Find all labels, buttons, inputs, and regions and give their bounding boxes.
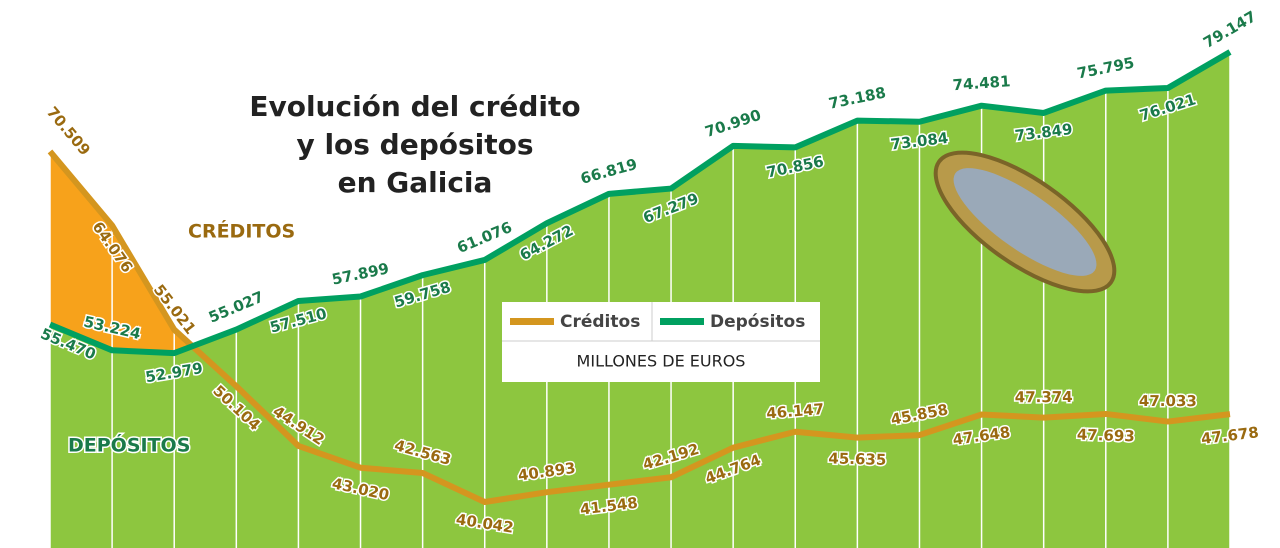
legend: Créditos Depósitos MILLONES DE EUROS <box>502 302 820 382</box>
value-label: 66.819 <box>579 155 640 188</box>
units-label: MILLONES DE EUROS <box>577 352 746 371</box>
lines <box>47 49 1232 505</box>
value-label: 73.188 <box>827 83 887 112</box>
value-label: 75.795 <box>1076 54 1136 83</box>
coin-center <box>953 168 1097 276</box>
line <box>48 49 1232 357</box>
value-label: 74.481 <box>952 72 1011 94</box>
value-label: 70.509 <box>43 103 94 159</box>
title-line: en Galicia <box>338 166 493 199</box>
value-label: 45.635 <box>828 449 886 469</box>
value-label: 79.147 <box>1200 7 1259 52</box>
title-line: Evolución del crédito <box>249 90 580 123</box>
title-line: y los depósitos <box>296 128 533 161</box>
value-label: 47.033 <box>1139 392 1197 410</box>
value-label: 57.899 <box>330 259 390 288</box>
vertical-lines <box>49 52 1231 548</box>
series-annotation: DEPÓSITOS <box>68 433 190 457</box>
legend-box <box>502 302 820 382</box>
value-label: 47.374 <box>1015 388 1073 406</box>
legend-swatch <box>660 318 704 325</box>
legend-label: Depósitos <box>710 312 805 332</box>
value-label: 47.693 <box>1077 426 1135 446</box>
line <box>47 149 1231 505</box>
legend-label: Créditos <box>560 312 640 332</box>
legend-swatch <box>510 318 554 325</box>
value-label: 70.990 <box>703 106 764 141</box>
series-annotation: CRÉDITOS <box>188 220 295 243</box>
